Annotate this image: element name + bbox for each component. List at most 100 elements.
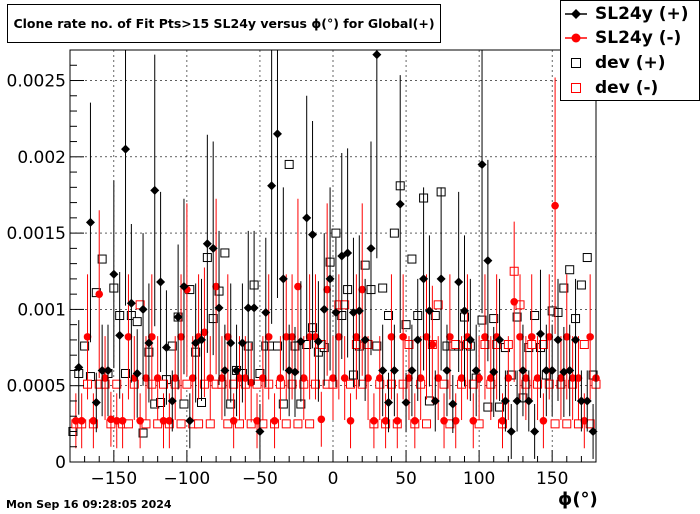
legend-label: SL24y (+)	[595, 4, 689, 24]
data-point	[220, 365, 230, 375]
data-point	[220, 248, 230, 258]
data-point	[340, 300, 350, 310]
data-point	[171, 374, 179, 382]
data-point	[475, 374, 483, 382]
data-point	[576, 396, 586, 406]
x-tick-label: −50	[242, 469, 278, 489]
data-point	[384, 311, 394, 321]
data-point	[167, 396, 177, 406]
x-axis-label: ϕ(°)	[558, 489, 598, 510]
data-point	[173, 312, 183, 322]
data-point	[132, 368, 142, 378]
x-tick-label: 0	[328, 469, 339, 489]
data-point	[495, 335, 505, 345]
data-point	[224, 333, 232, 341]
data-point	[80, 341, 90, 351]
data-point	[565, 365, 575, 375]
data-point	[214, 303, 224, 313]
data-point	[282, 333, 291, 341]
data-point	[182, 379, 192, 389]
data-point	[299, 374, 308, 382]
data-point	[360, 335, 370, 345]
data-point	[83, 333, 92, 341]
data-point	[206, 374, 215, 382]
data-point	[588, 426, 598, 436]
data-point	[512, 312, 522, 322]
legend-item-dev-plus: dev (+)	[561, 51, 699, 75]
data-point	[422, 333, 431, 341]
data-point	[103, 365, 113, 375]
data-point	[372, 50, 382, 60]
data-point	[325, 274, 335, 284]
data-point	[72, 417, 80, 425]
data-point	[144, 338, 154, 348]
data-point	[121, 368, 131, 378]
data-point	[530, 426, 540, 436]
data-point	[375, 374, 384, 382]
data-point	[115, 330, 125, 340]
data-point	[235, 374, 244, 382]
data-point	[255, 426, 265, 436]
y-tick-label: 0	[55, 453, 66, 473]
data-point	[352, 333, 361, 341]
data-point	[495, 402, 505, 412]
data-point	[454, 277, 464, 287]
data-point	[202, 239, 212, 249]
data-point	[446, 333, 454, 341]
data-point	[439, 379, 449, 389]
data-point	[331, 307, 341, 317]
data-point	[138, 428, 148, 438]
data-point	[557, 374, 565, 382]
data-point	[296, 336, 306, 346]
y-tick-label: 0.0015	[7, 224, 66, 244]
data-point	[212, 282, 220, 291]
data-point	[370, 417, 378, 425]
data-point	[229, 379, 239, 389]
data-point	[148, 333, 156, 341]
data-point	[179, 282, 189, 292]
data-point	[112, 417, 121, 425]
data-point	[530, 311, 540, 321]
data-point	[281, 419, 291, 429]
data-point	[506, 426, 516, 436]
legend: SL24y (+) SL24y (-) dev (+) dev (-)	[560, 0, 700, 101]
data-point	[305, 333, 314, 341]
data-point	[562, 419, 572, 429]
data-point	[477, 159, 487, 169]
data-point	[413, 335, 423, 345]
data-point	[165, 417, 174, 425]
data-point	[218, 374, 226, 382]
data-point	[487, 374, 495, 382]
data-point	[384, 397, 394, 407]
data-point	[241, 374, 250, 382]
x-tick-label: 150	[536, 469, 568, 489]
data-point	[118, 417, 127, 425]
data-point	[77, 417, 86, 425]
y-tick-label: 0.002	[17, 148, 66, 168]
legend-marker-open-square-red-icon	[571, 83, 581, 93]
data-point	[253, 417, 261, 425]
data-point	[150, 185, 160, 195]
data-point	[448, 399, 458, 409]
timestamp: Mon Sep 16 09:28:05 2024	[6, 498, 172, 511]
data-point	[360, 260, 370, 270]
data-point	[551, 201, 559, 210]
data-point	[156, 397, 166, 407]
data-point	[294, 282, 302, 291]
data-point	[272, 129, 282, 139]
data-point	[393, 417, 402, 425]
data-point	[422, 419, 432, 429]
data-point	[571, 335, 581, 345]
data-point	[91, 397, 101, 407]
legend-marker-open-square-icon	[571, 58, 581, 68]
data-point	[469, 417, 478, 425]
data-point	[335, 333, 343, 341]
data-point	[442, 365, 452, 375]
data-point	[483, 256, 493, 266]
data-point	[516, 333, 524, 341]
y-tick-label: 0.0005	[7, 377, 66, 397]
data-point	[433, 300, 443, 310]
y-tick-label: 0.0025	[7, 72, 66, 92]
data-point	[232, 365, 242, 375]
data-point	[436, 274, 446, 284]
